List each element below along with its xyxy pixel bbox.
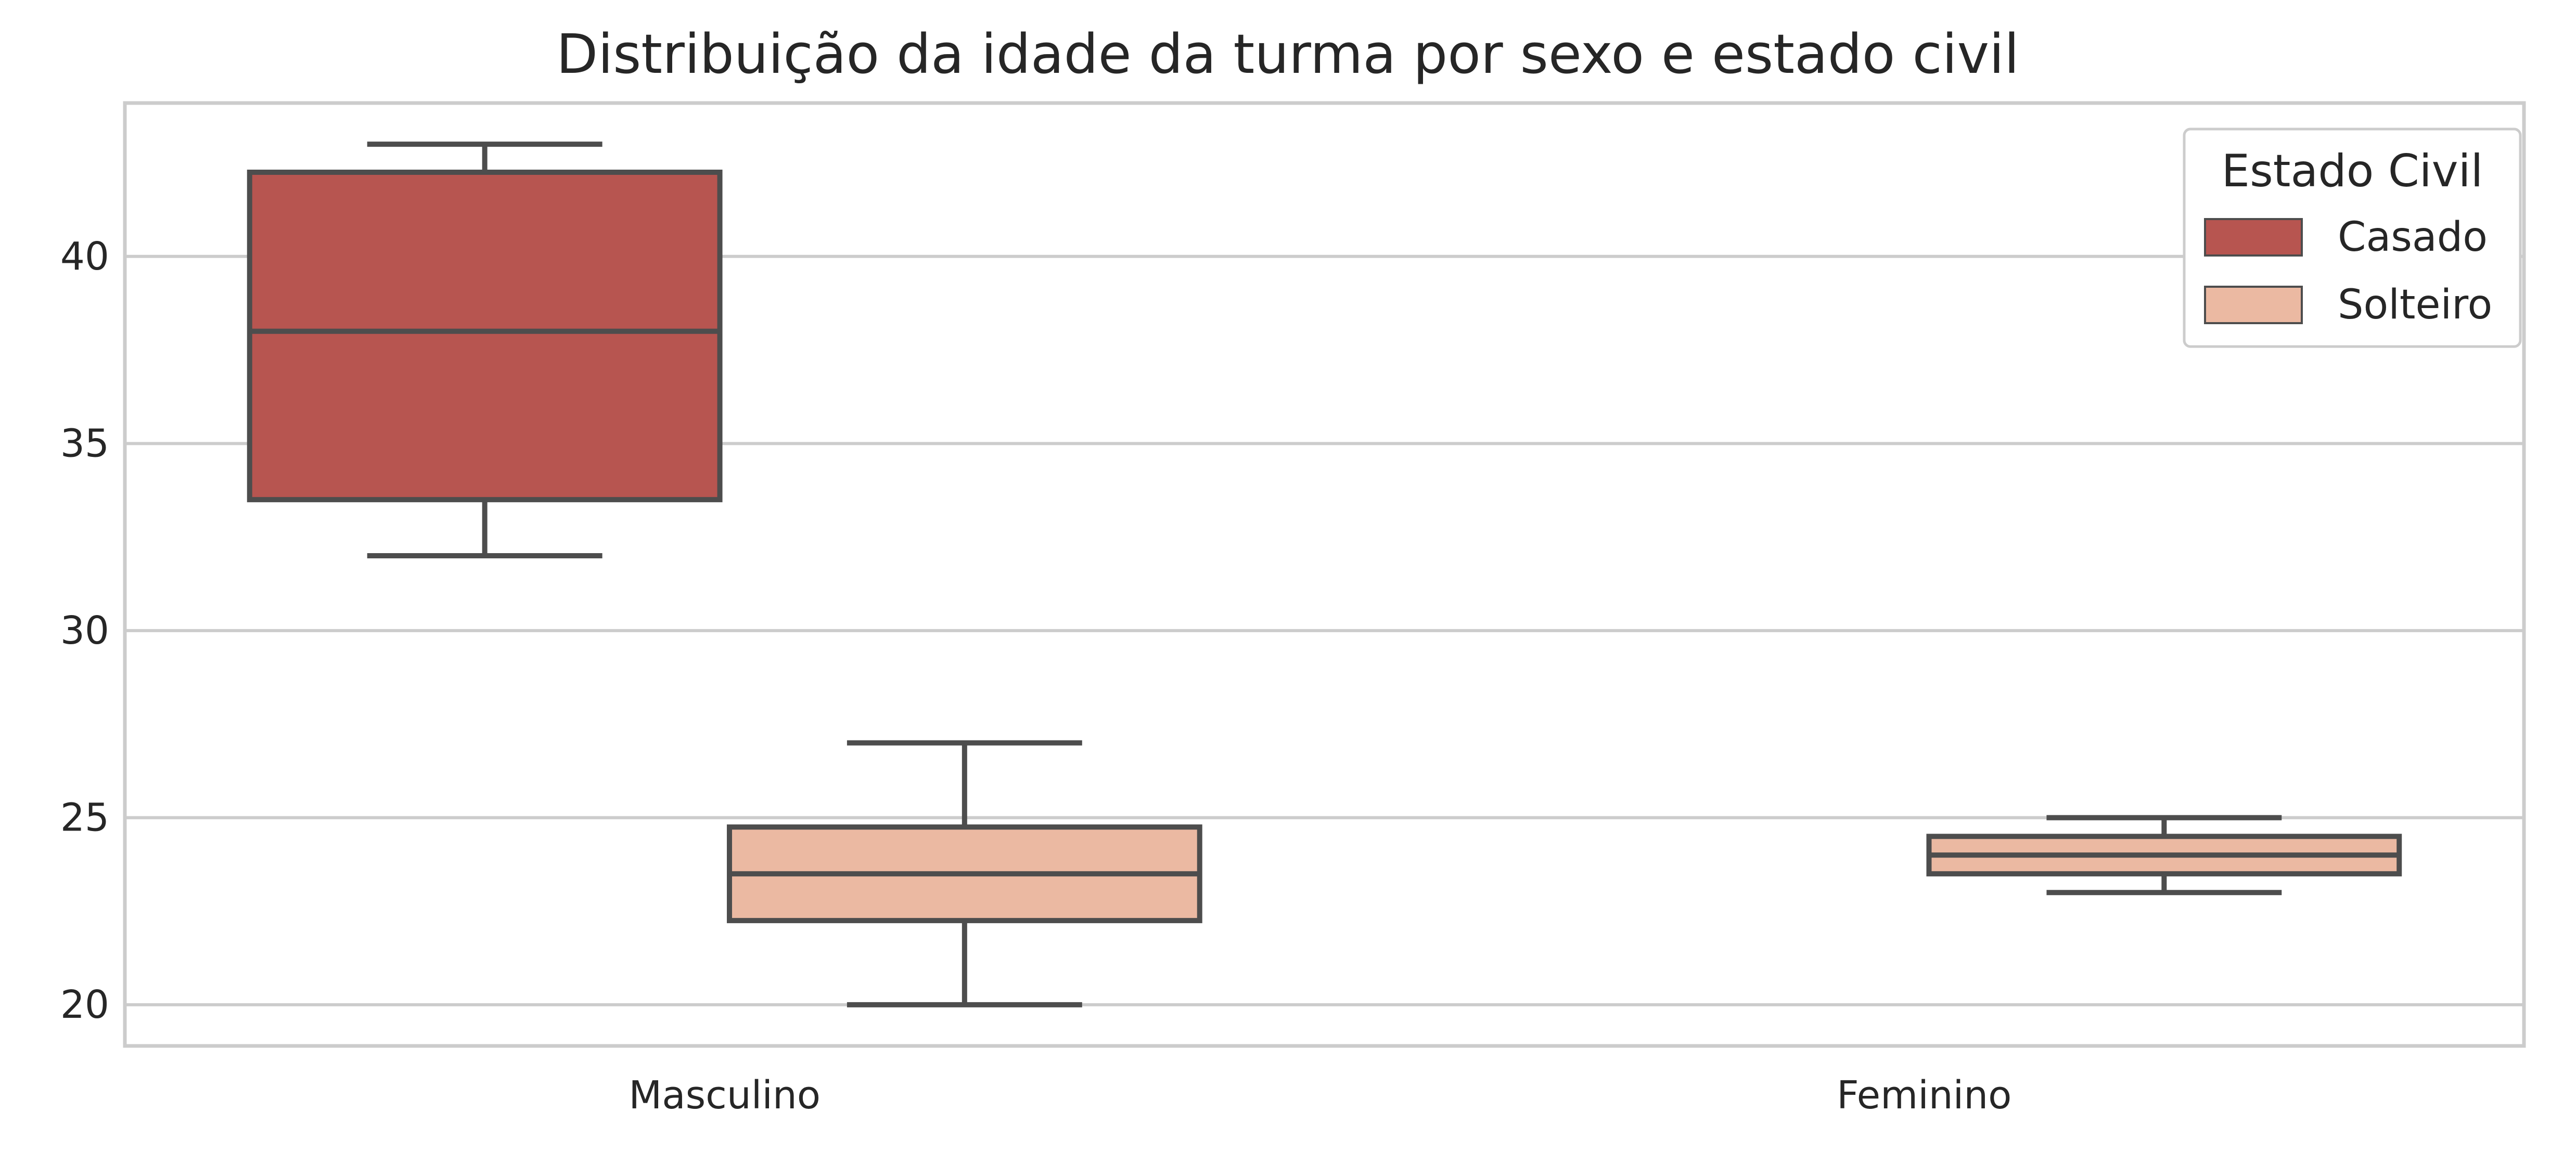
box-plots	[247, 142, 2402, 1007]
y-tick-label-20: 20	[60, 982, 109, 1027]
legend-label-casado: Casado	[2338, 214, 2488, 261]
y-tick-label-25: 25	[60, 795, 109, 840]
x-axis-ticks: Masculino Feminino	[629, 1073, 2011, 1118]
box-solteiro-masculino	[726, 740, 1202, 1007]
x-tick-label-feminino: Feminino	[1837, 1073, 2011, 1118]
legend-label-solteiro: Solteiro	[2338, 282, 2492, 328]
y-tick-label-35: 35	[60, 421, 109, 466]
y-tick-label-40: 40	[60, 234, 109, 279]
y-tick-label-30: 30	[60, 608, 109, 653]
x-tick-label-masculino: Masculino	[629, 1073, 821, 1118]
box-iqr	[247, 170, 723, 503]
legend-title: Estado Civil	[2222, 145, 2483, 197]
legend-swatch-casado	[2204, 218, 2303, 257]
legend: Estado Civil Casado Solteiro	[2183, 127, 2522, 348]
y-axis-ticks: 20 25 30 35 40	[60, 234, 109, 1027]
legend-items: Casado Solteiro	[2204, 214, 2492, 328]
chart-title: Distribuição da idade da turma por sexo …	[556, 22, 2019, 86]
plot-area-frame	[123, 101, 2526, 1048]
box-casado-masculino	[247, 142, 723, 559]
legend-swatch-solteiro	[2204, 286, 2303, 324]
box-solteiro-feminino	[1926, 815, 2402, 896]
